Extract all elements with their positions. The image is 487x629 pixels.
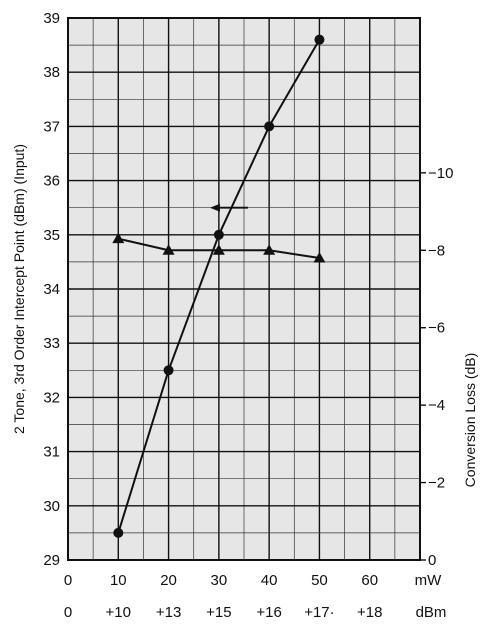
right-axis-title: Conversion Loss (dB) [462,353,478,488]
x-mw-tick-label-6: 60 [361,572,378,589]
point-circle-1 [163,365,174,376]
tick-labels: 29 30 31 32 33 34 35 36 37 38 39 0 −2 −4 −6 −8 −10 0 10 20 3… [43,10,453,621]
point-circle-0 [113,527,124,538]
data-series [112,34,326,538]
right-ytick-label-1: −2 [428,475,445,492]
left-ytick-label-9: 38 [43,64,60,81]
left-ytick-label-7: 36 [43,173,60,190]
left-ytick-label-3: 32 [43,389,60,406]
x-dbm-tick-label-1: +10 [106,604,131,621]
point-triangle-0 [112,232,125,244]
right-ytick-label-0: 0 [428,552,436,569]
left-ytick-label-2: 31 [43,444,60,461]
x-dbm-unit: dBm [416,604,447,621]
left-ytick-label-0: 29 [43,552,60,569]
left-ytick-label-1: 30 [43,498,60,515]
x-mw-tick-label-5: 50 [311,572,328,589]
left-ytick-label-4: 33 [43,335,60,352]
x-mw-tick-label-1: 10 [110,572,127,589]
point-triangle-1 [162,244,175,255]
point-circle-4 [314,34,325,45]
point-triangle-3 [263,244,276,255]
point-triangle-2 [212,244,225,255]
x-dbm-tick-label-0: 0 [64,604,72,621]
grid-lines [68,18,420,560]
right-ytick-label-2: −4 [428,397,445,414]
left-ytick-label-8: 37 [43,118,60,135]
x-mw-tick-label-0: 0 [64,572,72,589]
point-circle-2 [213,229,224,240]
x-dbm-tick-label-3: +15 [206,604,231,621]
arrow-head-0 [209,203,220,212]
left-ytick-label-10: 39 [43,10,60,27]
x-dbm-tick-label-6: +18 [357,604,382,621]
right-ytick-label-4: −8 [428,242,445,259]
right-ytick-label-5: −10 [428,165,453,182]
x-mw-tick-label-4: 40 [261,572,278,589]
left-ytick-label-5: 34 [43,281,60,298]
right-ytick-label-3: −6 [428,320,445,337]
left-ytick-label-6: 35 [43,227,60,244]
x-mw-tick-label-3: 30 [211,572,228,589]
left-axis-title: 2 Tone, 3rd Order Intercept Point (dBm) … [11,144,27,434]
point-circle-3 [264,121,275,132]
x-dbm-tick-label-5: +17· [304,604,334,621]
point-triangle-4 [313,252,326,263]
x-mw-unit: mW [415,572,442,589]
x-dbm-tick-label-4: +16 [256,604,281,621]
x-dbm-tick-label-2: +13 [156,604,181,621]
x-mw-tick-label-2: 20 [160,572,177,589]
annotations [209,203,248,212]
